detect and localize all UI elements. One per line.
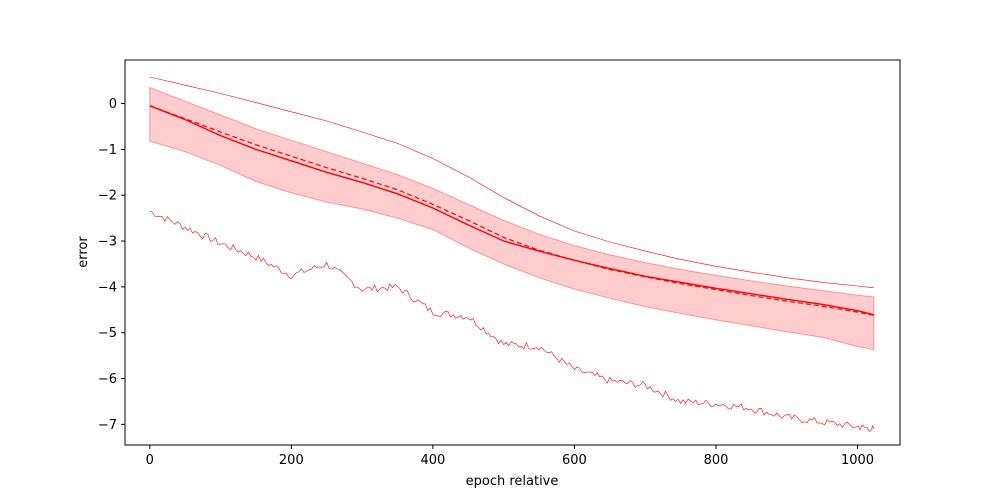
confidence-band <box>149 86 875 351</box>
x-tick-label: 600 <box>562 453 587 468</box>
y-tick-label: −7 <box>98 418 117 433</box>
series-line-2-dashed <box>149 105 874 316</box>
y-tick-label: −6 <box>98 372 117 387</box>
y-tick-label: −4 <box>98 280 117 295</box>
y-tick-label: −5 <box>98 326 117 341</box>
y-axis: 0 −1 −2 −3 −4 −5 −6 −7 <box>98 97 125 433</box>
y-tick-label: −3 <box>98 235 117 250</box>
x-axis-label: epoch relative <box>466 474 559 489</box>
y-tick-label: −1 <box>98 143 117 158</box>
series-line-4-noisy <box>149 211 875 432</box>
y-axis-label: error <box>76 236 91 268</box>
x-tick-label: 0 <box>146 453 154 468</box>
x-tick-label: 400 <box>420 453 445 468</box>
axes-frame <box>124 59 901 446</box>
plot-area <box>149 76 875 432</box>
x-axis: 0 200 400 600 800 1000 <box>146 445 874 468</box>
x-tick-label: 1000 <box>841 453 874 468</box>
x-tick-label: 800 <box>704 453 729 468</box>
y-tick-label: −2 <box>98 189 117 204</box>
series-line-3-thin <box>149 76 874 289</box>
x-tick-label: 200 <box>279 453 304 468</box>
y-tick-label: 0 <box>109 97 117 112</box>
series-line-1-solid <box>149 105 874 316</box>
